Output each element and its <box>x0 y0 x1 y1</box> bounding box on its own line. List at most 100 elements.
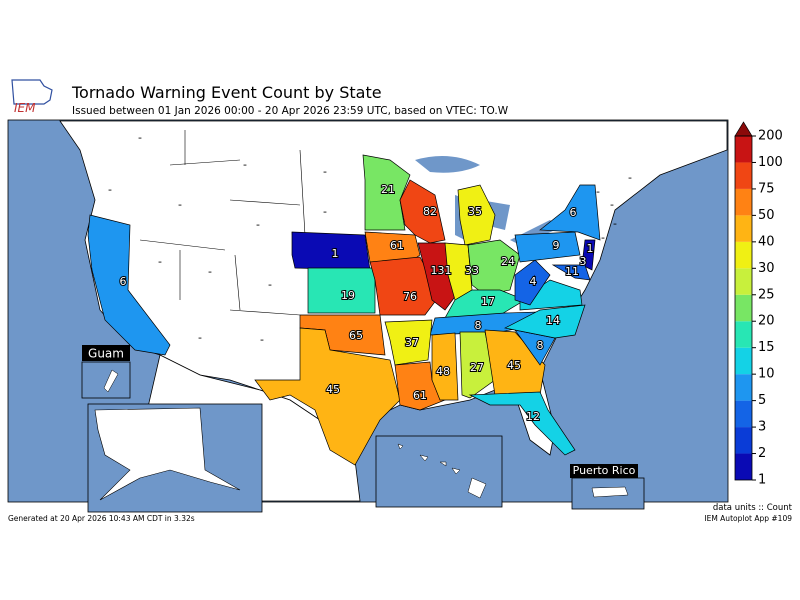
no-data-label: - <box>628 171 632 184</box>
alaska-land <box>94 407 241 501</box>
no-data-label: - <box>323 165 327 178</box>
state-region <box>467 239 521 296</box>
state-region <box>514 259 551 306</box>
state-count: 4 <box>530 275 537 288</box>
colorbar-segment <box>735 453 752 480</box>
hawaii-inset <box>375 435 503 508</box>
state-count: 37 <box>405 336 419 349</box>
colorbar-tick-label: 50 <box>758 208 775 223</box>
colorbar-tick-label: 40 <box>758 234 775 249</box>
state-count: 61 <box>390 239 404 252</box>
no-data-label: - <box>268 278 272 291</box>
state-region <box>87 214 171 356</box>
state-count: 33 <box>465 264 479 277</box>
state-region <box>551 264 591 281</box>
state-count: 65 <box>349 329 363 342</box>
state-region <box>362 154 411 231</box>
no-data-label: - <box>138 131 142 144</box>
state-count: 35 <box>468 205 482 218</box>
state-count: 11 <box>565 265 579 278</box>
colorbar-outline <box>734 135 753 481</box>
state-region <box>307 267 376 314</box>
state-count: 131 <box>431 264 452 277</box>
colorbar-segment <box>735 241 752 269</box>
insets: Guam Puerto Rico <box>81 345 645 513</box>
state-count: 48 <box>436 365 450 378</box>
no-data-label: - <box>243 158 247 171</box>
state-count: 21 <box>381 183 395 196</box>
guam-label-box <box>82 345 130 361</box>
state-count: 27 <box>470 361 484 374</box>
state-region <box>459 331 496 399</box>
state-count: 45 <box>507 359 521 372</box>
guam-label: Guam <box>88 347 124 361</box>
state-count: 1 <box>332 247 339 260</box>
state-count: 45 <box>326 383 340 396</box>
colorbar-tick-label: 20 <box>758 314 775 329</box>
app-note: IEM Autoplot App #109 <box>704 514 792 523</box>
no-data-label: - <box>613 217 617 230</box>
state-count: 24 <box>501 255 515 268</box>
state-region <box>514 231 581 263</box>
state-region <box>503 304 586 339</box>
puerto-rico-land <box>591 486 629 498</box>
logo: IEM <box>11 79 53 115</box>
colorbar-segment <box>735 374 752 401</box>
title: Tornado Warning Event Count by State <box>71 83 382 102</box>
state-count: 17 <box>481 295 495 308</box>
colorbar-segment <box>735 400 752 428</box>
colorbar-segment <box>735 215 752 242</box>
colorbar: 1 2 3 5 10 15 20 25 30 40 50 75 100 200 <box>734 121 783 488</box>
subtitle: Issued between 01 Jan 2026 00:00 - 20 Ap… <box>72 105 509 117</box>
state-count: 3 <box>580 255 587 268</box>
state-count: 6 <box>570 206 577 219</box>
colorbar-tick-label: 3 <box>758 420 766 435</box>
state-region <box>519 279 583 311</box>
guam-land <box>103 369 119 393</box>
logo-outline <box>11 79 53 105</box>
colorbar-segment <box>735 321 752 348</box>
colorbar-tick-label: 10 <box>758 367 775 382</box>
state-region <box>581 239 596 271</box>
state-region <box>457 184 496 246</box>
no-data-label: - <box>601 231 605 244</box>
hawaii-land <box>397 443 487 499</box>
state-region <box>431 332 459 401</box>
no-data-label: - <box>323 205 327 218</box>
state-region <box>369 256 441 316</box>
state-region <box>384 319 433 366</box>
state-count: 82 <box>423 205 437 218</box>
state-region <box>539 184 601 241</box>
state-region <box>399 179 446 244</box>
colorbar-tick-label: 30 <box>758 261 775 276</box>
colorbar-tick-label: 15 <box>758 340 775 355</box>
no-data-label: - <box>108 183 112 196</box>
colorbar-tick-label: 1 <box>758 473 766 488</box>
state-count: 76 <box>403 290 417 303</box>
state-count: 12 <box>526 410 540 423</box>
no-data-label: - <box>198 331 202 344</box>
colorbar-segment <box>735 188 752 216</box>
state-count: 6 <box>120 275 127 288</box>
state-count: 8 <box>537 339 544 352</box>
colorbar-tick-label: 200 <box>758 129 783 144</box>
colorbar-segment <box>735 268 752 295</box>
colorbar-tick-label: 2 <box>758 446 766 461</box>
puerto-rico-label-box <box>570 464 638 478</box>
colorbar-segment <box>735 347 752 375</box>
no-data-label: - <box>178 198 182 211</box>
state-count: 14 <box>546 314 560 327</box>
state-count: 8 <box>475 319 482 332</box>
states <box>87 154 601 466</box>
colorbar-segment <box>735 427 752 454</box>
colorbar-tick-label: 75 <box>758 181 775 196</box>
colorbar-tick-label: 25 <box>758 287 775 302</box>
state-count: 9 <box>553 239 560 252</box>
great-lakes <box>415 156 560 245</box>
colorbar-segment <box>735 136 752 163</box>
no-data-label: - <box>260 333 264 346</box>
no-data-label: - <box>256 218 260 231</box>
puerto-rico-label: Puerto Rico <box>573 464 636 477</box>
